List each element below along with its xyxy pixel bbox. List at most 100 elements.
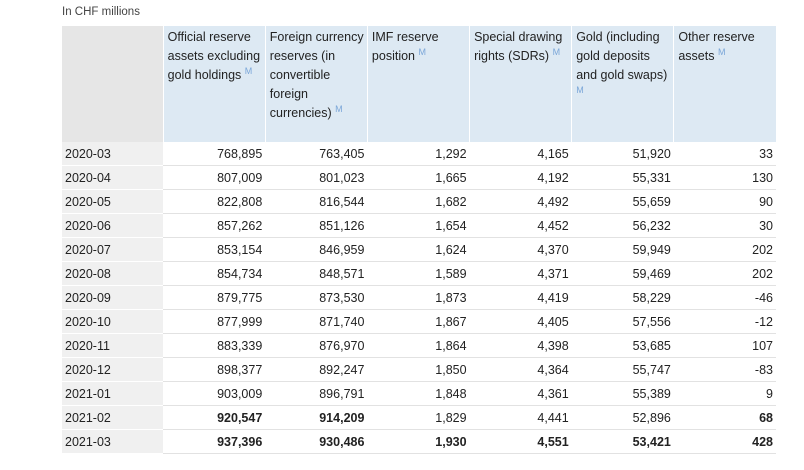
value-cell: 107 xyxy=(673,333,776,358)
value-cell: 4,419 xyxy=(469,285,572,310)
header-cell: Special drawing rights (SDRs) M xyxy=(469,26,572,142)
value-cell: 851,126 xyxy=(265,213,368,238)
date-cell: 2020-03 xyxy=(62,142,164,166)
value-cell: 4,398 xyxy=(469,333,572,358)
table-row: 2020-04 807,009 801,023 1,665 4,192 55,331 130 xyxy=(62,165,776,190)
table-row: 2021-02 920,547 914,209 1,829 4,441 52,896 68 xyxy=(62,405,776,430)
value-cell: 53,421 xyxy=(571,429,674,454)
value-cell: 90 xyxy=(673,189,776,214)
value-cell: 202 xyxy=(673,261,776,286)
value-cell: 55,747 xyxy=(571,357,674,382)
value-cell: 903,009 xyxy=(163,381,266,406)
value-cell: 55,331 xyxy=(571,165,674,190)
table-row: 2020-03 768,895 763,405 1,292 4,165 51,920 33 xyxy=(62,142,776,166)
value-cell: 937,396 xyxy=(163,429,266,454)
value-cell: 1,848 xyxy=(367,381,470,406)
date-cell: 2021-03 xyxy=(62,429,164,454)
header-cell: Foreign currency reserves (in convertibl… xyxy=(264,26,368,142)
value-cell: 4,192 xyxy=(469,165,572,190)
corner-cell xyxy=(62,26,164,142)
value-cell: 801,023 xyxy=(265,165,368,190)
value-cell: 9 xyxy=(673,381,776,406)
caption: In CHF millions xyxy=(62,6,140,18)
value-cell: 4,370 xyxy=(469,237,572,262)
table-row: 2020-06 857,262 851,126 1,654 4,452 56,232 30 xyxy=(62,213,776,238)
header-cell: Other reserve assets M xyxy=(673,26,776,142)
date-cell: 2021-02 xyxy=(62,405,164,430)
value-cell: 879,775 xyxy=(163,285,266,310)
value-cell: 1,292 xyxy=(367,142,470,166)
value-cell: 807,009 xyxy=(163,165,266,190)
date-cell: 2020-07 xyxy=(62,237,164,262)
value-cell: 130 xyxy=(673,165,776,190)
reserve-table: Official reserve assets excluding gold h… xyxy=(62,26,776,454)
header-note: M xyxy=(418,46,427,57)
value-cell: 428 xyxy=(673,429,776,454)
header-note: M xyxy=(552,46,561,57)
value-cell: 1,665 xyxy=(367,165,470,190)
value-cell: 1,930 xyxy=(367,429,470,454)
value-cell: -12 xyxy=(673,309,776,334)
value-cell: 1,864 xyxy=(367,333,470,358)
table-row: 2020-05 822,808 816,544 1,682 4,492 55,659 90 xyxy=(62,189,776,214)
header-cell: IMF reserve position M xyxy=(366,26,470,142)
value-cell: 853,154 xyxy=(163,237,266,262)
value-cell: 822,808 xyxy=(163,189,266,214)
value-cell: 877,999 xyxy=(163,309,266,334)
value-cell: 846,959 xyxy=(265,237,368,262)
header-note: M xyxy=(335,103,343,114)
header-text: Special drawing rights (SDRs) xyxy=(474,30,563,63)
value-cell: -83 xyxy=(673,357,776,382)
header-note: M xyxy=(576,84,584,95)
value-cell: 763,405 xyxy=(265,142,368,166)
date-cell: 2020-10 xyxy=(62,309,164,334)
value-cell: 58,229 xyxy=(571,285,674,310)
value-cell: 68 xyxy=(673,405,776,430)
table-row: 2021-03 937,396 930,486 1,930 4,551 53,421 428 xyxy=(62,429,776,454)
value-cell: 876,970 xyxy=(265,333,368,358)
value-cell: 1,624 xyxy=(367,237,470,262)
table-row: 2020-12 898,377 892,247 1,850 4,364 55,747 -83 xyxy=(62,357,776,382)
table-row: 2020-07 853,154 846,959 1,624 4,370 59,949 202 xyxy=(62,237,776,262)
header-text: Foreign currency reserves (in convertibl… xyxy=(269,30,364,120)
value-cell: 59,949 xyxy=(571,237,674,262)
value-cell: 1,867 xyxy=(367,309,470,334)
value-cell: 4,364 xyxy=(469,357,572,382)
value-cell: 4,405 xyxy=(469,309,572,334)
value-cell: 4,441 xyxy=(469,405,572,430)
date-cell: 2021-01 xyxy=(62,381,164,406)
table-block: In CHF millions Official reserve assets … xyxy=(62,6,776,454)
value-cell: 55,389 xyxy=(571,381,674,406)
table-row: 2021-01 903,009 896,791 1,848 4,361 55,389 9 xyxy=(62,381,776,406)
date-cell: 2020-06 xyxy=(62,213,164,238)
value-cell: 848,571 xyxy=(265,261,368,286)
date-cell: 2020-09 xyxy=(62,285,164,310)
value-cell: 871,740 xyxy=(265,309,368,334)
table-body: 2020-03 768,895 763,405 1,292 4,165 51,920 33 2… xyxy=(62,142,776,454)
header-cell: Official reserve assets excluding gold h… xyxy=(162,26,266,142)
header-text: IMF reserve position xyxy=(371,30,439,63)
value-cell: 4,361 xyxy=(469,381,572,406)
value-cell: 51,920 xyxy=(571,142,674,166)
table-row: 2020-09 879,775 873,530 1,873 4,419 58,229 -46 xyxy=(62,285,776,310)
value-cell: 56,232 xyxy=(571,213,674,238)
value-cell: 4,371 xyxy=(469,261,572,286)
value-cell: 896,791 xyxy=(265,381,368,406)
header-text: Other reserve assets xyxy=(678,30,755,63)
value-cell: 898,377 xyxy=(163,357,266,382)
value-cell: 53,685 xyxy=(571,333,674,358)
value-cell: 816,544 xyxy=(265,189,368,214)
header-note: M xyxy=(244,65,253,76)
value-cell: 1,829 xyxy=(367,405,470,430)
value-cell: 854,734 xyxy=(163,261,266,286)
value-cell: 930,486 xyxy=(265,429,368,454)
date-cell: 2020-04 xyxy=(62,165,164,190)
header-text: Gold (including gold deposits and gold s… xyxy=(576,30,668,82)
value-cell: 920,547 xyxy=(163,405,266,430)
value-cell: 4,165 xyxy=(469,142,572,166)
value-cell: 768,895 xyxy=(163,142,266,166)
value-cell: 892,247 xyxy=(265,357,368,382)
value-cell: 33 xyxy=(673,142,776,166)
value-cell: 4,452 xyxy=(469,213,572,238)
